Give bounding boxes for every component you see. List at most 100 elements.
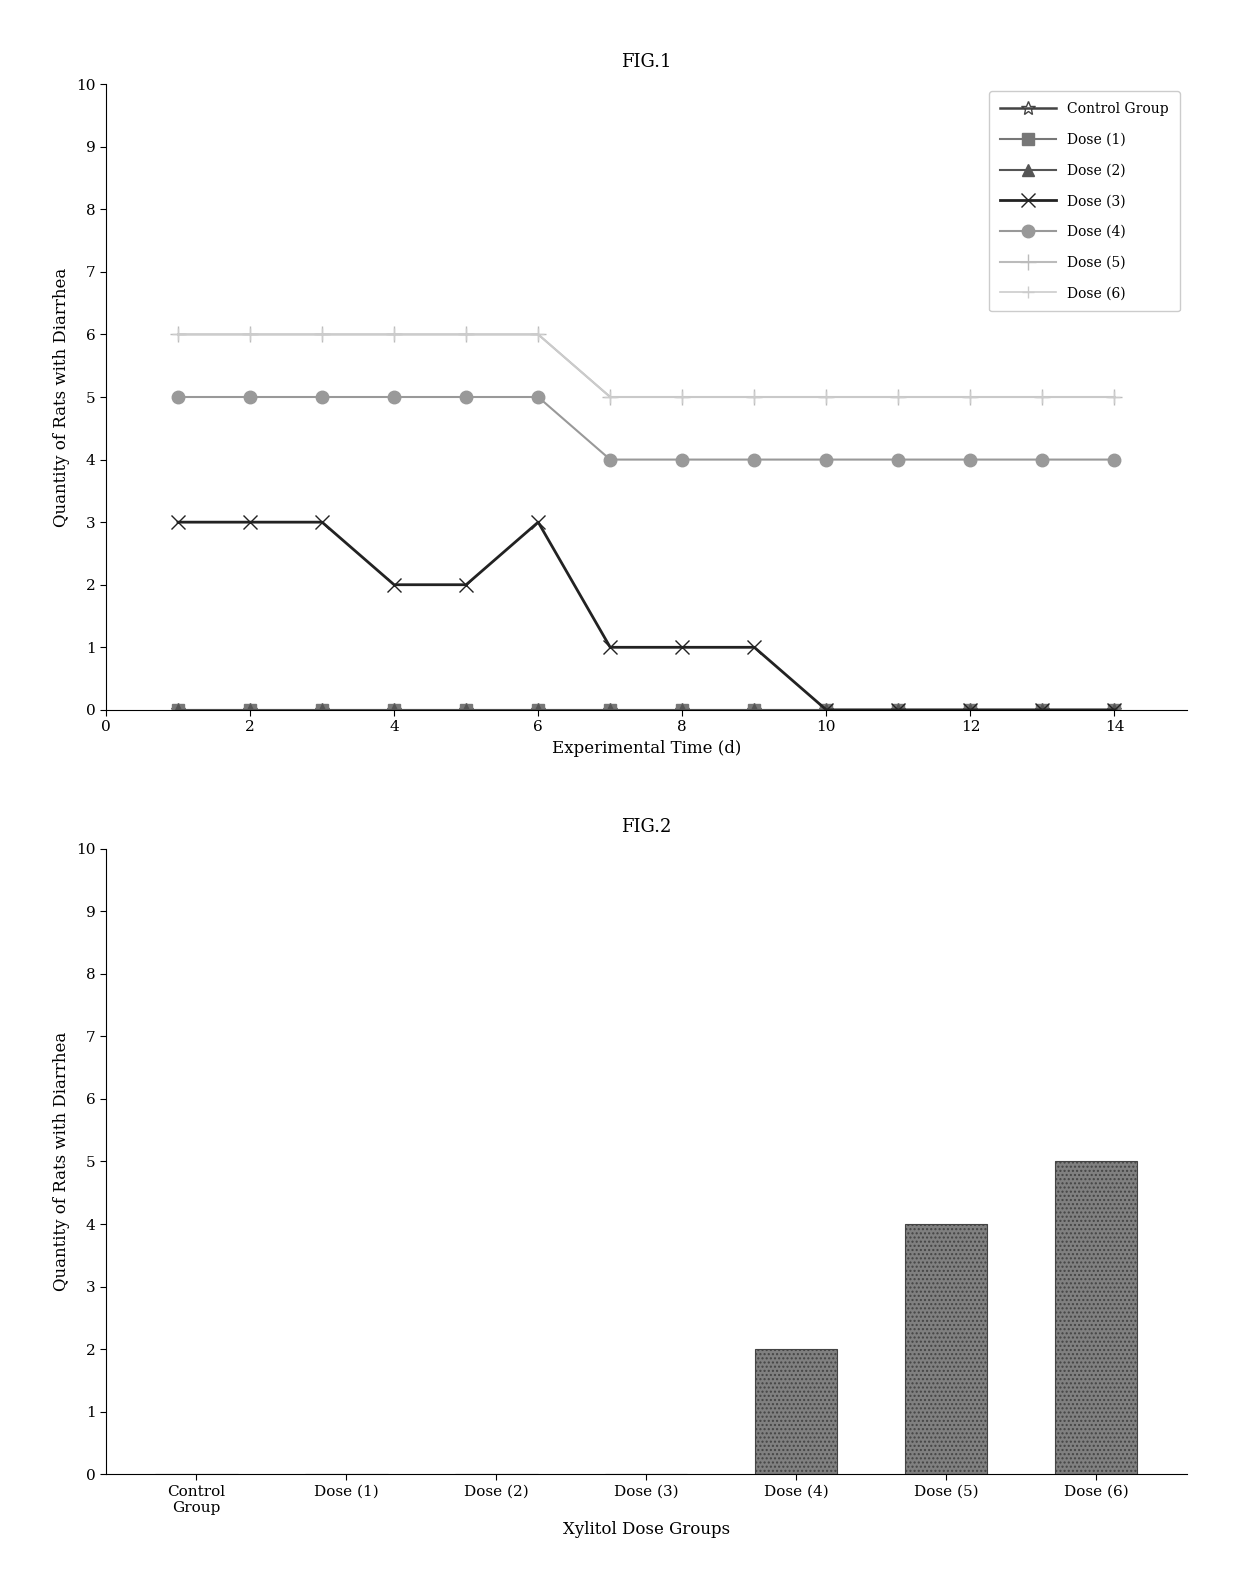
Y-axis label: Quantity of Rats with Diarrhea: Quantity of Rats with Diarrhea — [53, 1033, 71, 1292]
Dose (5) — [746, 388, 761, 407]
Control Group — [1107, 700, 1122, 719]
Control Group — [746, 700, 761, 719]
Dose (3) — [746, 638, 761, 657]
Dose (1) — [1107, 700, 1122, 719]
Dose (2) — [890, 700, 905, 719]
X-axis label: Experimental Time (d): Experimental Time (d) — [552, 740, 742, 757]
Dose (6) — [675, 388, 689, 407]
Control Group — [890, 700, 905, 719]
Dose (5) — [315, 325, 330, 344]
Dose (4) — [818, 450, 833, 469]
Dose (2) — [675, 700, 689, 719]
Dose (1) — [531, 700, 546, 719]
Bar — [1055, 1161, 1137, 1475]
Dose (3) — [171, 512, 186, 531]
Dose (4) — [531, 388, 546, 407]
Dose (3) — [890, 700, 905, 719]
Dose (5) — [387, 325, 402, 344]
Control Group — [171, 700, 186, 719]
Dose (4) — [675, 450, 689, 469]
Dose (2) — [1035, 700, 1050, 719]
Dose (5) — [459, 325, 474, 344]
Dose (6) — [243, 325, 258, 344]
Line: Control Group: Control Group — [171, 703, 1121, 718]
Dose (3) — [531, 512, 546, 531]
Control Group — [1035, 700, 1050, 719]
Dose (2) — [459, 700, 474, 719]
Dose (6) — [890, 388, 905, 407]
Dose (1) — [890, 700, 905, 719]
Dose (6) — [818, 388, 833, 407]
Dose (2) — [818, 700, 833, 719]
Dose (4) — [171, 388, 186, 407]
Dose (6) — [531, 325, 546, 344]
Dose (6) — [1035, 388, 1050, 407]
Bar — [755, 1349, 837, 1475]
Dose (6) — [746, 388, 761, 407]
Dose (6) — [1107, 388, 1122, 407]
Dose (4) — [1107, 450, 1122, 469]
X-axis label: Xylitol Dose Groups: Xylitol Dose Groups — [563, 1521, 730, 1537]
Dose (1) — [818, 700, 833, 719]
Dose (1) — [675, 700, 689, 719]
Control Group — [315, 700, 330, 719]
Dose (3) — [675, 638, 689, 657]
Dose (2) — [746, 700, 761, 719]
Dose (5) — [531, 325, 546, 344]
Dose (5) — [1107, 388, 1122, 407]
Dose (5) — [1035, 388, 1050, 407]
Dose (4) — [746, 450, 761, 469]
Dose (6) — [603, 388, 618, 407]
Dose (2) — [387, 700, 402, 719]
Dose (1) — [1035, 700, 1050, 719]
Dose (1) — [243, 700, 258, 719]
Dose (6) — [459, 325, 474, 344]
Dose (4) — [603, 450, 618, 469]
Dose (2) — [531, 700, 546, 719]
Dose (1) — [963, 700, 978, 719]
Control Group — [243, 700, 258, 719]
Dose (6) — [387, 325, 402, 344]
Dose (4) — [890, 450, 905, 469]
Line: Dose (4): Dose (4) — [171, 391, 1121, 466]
Title: FIG.2: FIG.2 — [621, 818, 671, 835]
Line: Dose (5): Dose (5) — [170, 326, 1122, 404]
Dose (2) — [603, 700, 618, 719]
Dose (3) — [818, 700, 833, 719]
Dose (1) — [746, 700, 761, 719]
Control Group — [531, 700, 546, 719]
Dose (3) — [459, 576, 474, 595]
Control Group — [675, 700, 689, 719]
Dose (4) — [963, 450, 978, 469]
Line: Dose (1): Dose (1) — [172, 705, 1120, 716]
Dose (2) — [171, 700, 186, 719]
Control Group — [818, 700, 833, 719]
Dose (5) — [603, 388, 618, 407]
Dose (3) — [603, 638, 618, 657]
Dose (3) — [1107, 700, 1122, 719]
Dose (4) — [315, 388, 330, 407]
Line: Dose (6): Dose (6) — [172, 329, 1120, 403]
Dose (1) — [171, 700, 186, 719]
Dose (3) — [963, 700, 978, 719]
Dose (3) — [315, 512, 330, 531]
Dose (1) — [603, 700, 618, 719]
Dose (4) — [387, 388, 402, 407]
Dose (2) — [243, 700, 258, 719]
Control Group — [603, 700, 618, 719]
Bar — [905, 1223, 987, 1475]
Dose (6) — [963, 388, 978, 407]
Dose (6) — [315, 325, 330, 344]
Dose (3) — [243, 512, 258, 531]
Dose (3) — [1035, 700, 1050, 719]
Control Group — [963, 700, 978, 719]
Dose (5) — [890, 388, 905, 407]
Line: Dose (2): Dose (2) — [172, 705, 1120, 716]
Legend: Control Group, Dose (1), Dose (2), Dose (3), Dose (4), Dose (5), Dose (6): Control Group, Dose (1), Dose (2), Dose … — [990, 91, 1179, 312]
Dose (6) — [171, 325, 186, 344]
Y-axis label: Quantity of Rats with Diarrhea: Quantity of Rats with Diarrhea — [53, 267, 71, 527]
Dose (1) — [459, 700, 474, 719]
Dose (5) — [675, 388, 689, 407]
Control Group — [387, 700, 402, 719]
Dose (2) — [1107, 700, 1122, 719]
